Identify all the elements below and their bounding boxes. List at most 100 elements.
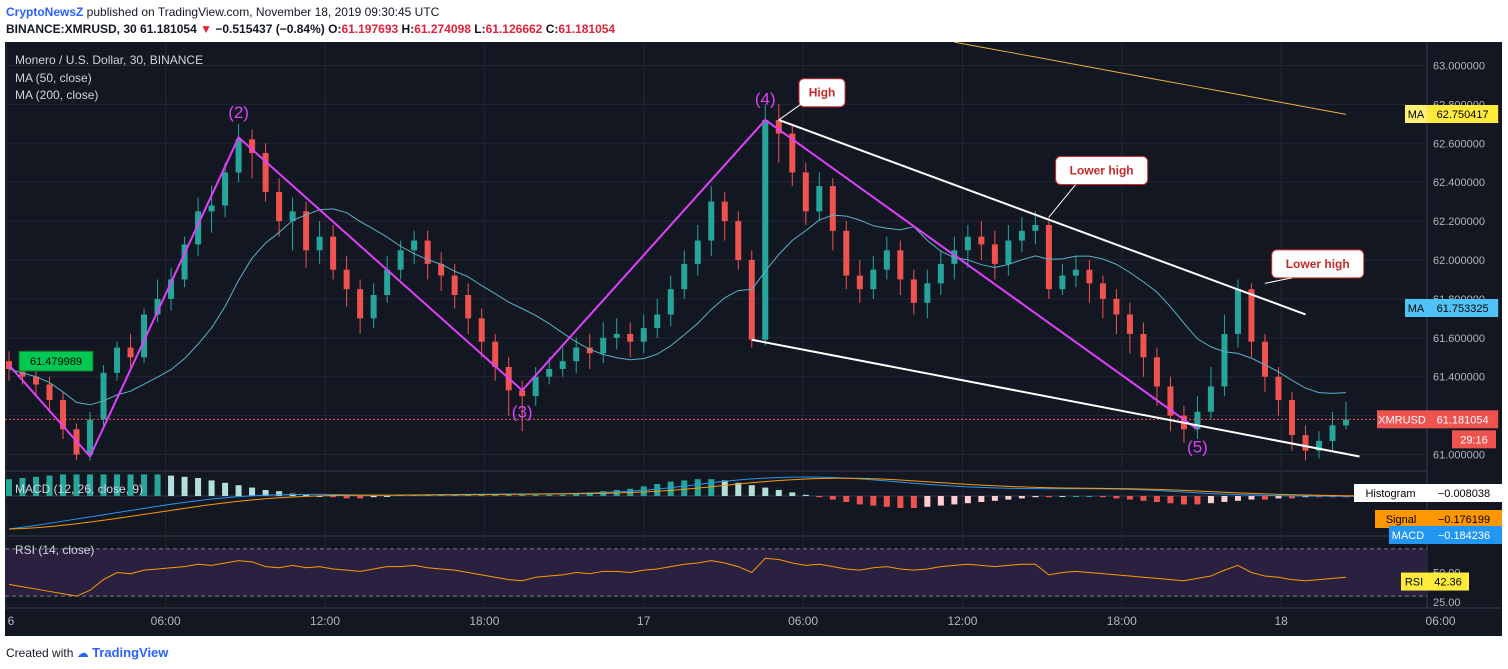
candle-body [816,186,823,212]
macd-histogram-bar [168,475,175,496]
macd-histogram-bar [1221,496,1228,502]
macd-badge: MACD −0.184236 [1389,526,1502,544]
candle-body [694,240,701,264]
candle-body [424,240,431,264]
candle-body [654,314,661,329]
macd-histogram-bar [762,487,769,496]
candle-body [978,236,985,245]
rsi-tick-label: 25.00 [1433,597,1461,609]
macd-histogram-bar [1194,496,1201,505]
candle-body [1248,289,1255,342]
macd-histogram-bar [1234,496,1241,501]
macd-title: MACD (12, 26, close, 9) [15,482,143,496]
macd-histogram-bar [708,479,715,496]
candle-body [519,390,526,397]
time-tick-label: 17 [637,614,651,628]
macd-histogram-bar [1113,496,1120,499]
macd-histogram-bar [802,494,809,496]
rsi-title: RSI (14, close) [15,543,94,557]
price-badge-value-bg [1427,105,1499,124]
candle-body [262,153,269,192]
price-tick-label: 62.000000 [1433,255,1485,267]
macd-histogram-bar [100,474,107,496]
time-tick-label: 18:00 [469,614,499,628]
left-price-badge [18,350,94,372]
callout-box [798,78,846,108]
candle-body [681,263,688,290]
candle-body [1099,283,1106,299]
candle-body [222,172,229,206]
candle-body [870,269,877,290]
macd-histogram-bar [667,481,674,496]
candle-body [1275,376,1282,401]
candle-body [357,289,364,319]
macd-histogram-bar [843,496,850,502]
callout-text: Lower high [1286,257,1350,271]
macd-histogram-bar [883,496,890,507]
price-chart[interactable]: 6 06:00 12:00 18:00 17 06:00 12:00 18:00 18 06:00… [5,41,1502,636]
close-label: C: [545,22,559,36]
macd-histogram-bar [478,494,485,496]
callout-bubble: Lower high [1055,156,1149,186]
candle-body [802,172,809,212]
price-badge-value-bg [1452,430,1496,449]
candle-body [897,250,904,280]
price-badge-label: MA [1408,303,1425,315]
candle-body [748,260,755,340]
footer: Created with ☁ TradingView [0,636,1508,669]
macd-histogram-bar [1072,496,1079,497]
price-badge-value: 62.750417 [1437,109,1489,121]
candle-body [1167,386,1174,416]
candle-body [168,279,175,299]
candle-body [937,263,944,284]
candle-body [33,376,40,385]
tradingview-logo-icon: ☁ [76,646,89,660]
candle-body [87,419,94,455]
candle-body [330,236,337,270]
macd-histogram-bar [532,494,539,496]
macd-badge-value: −0.176199 [1438,514,1490,526]
candle-body [1005,240,1012,264]
publisher-name[interactable]: CryptoNewsZ [6,5,84,19]
macd-histogram-bar [1032,496,1039,498]
wave-label: (4) [755,89,776,108]
candle-body [127,347,134,358]
callout-pointer [1048,184,1077,218]
time-tick-label: 12:00 [947,614,977,628]
macd-histogram-bar [735,482,742,496]
candle-body [384,269,391,296]
chart-area[interactable]: 6 06:00 12:00 18:00 17 06:00 12:00 18:00 18 06:00… [5,41,1502,636]
candle-body [316,236,323,251]
macd-histogram-bar [195,478,202,496]
price-badge: 29:16 [1452,430,1496,449]
macd-histogram-bar [640,486,647,496]
candle-body [303,211,310,251]
macd-histogram-bar [1086,496,1093,497]
candle-body [100,372,107,420]
candle-body [1032,224,1039,231]
macd-histogram-bar [721,480,728,496]
macd-badge-label: Histogram [1365,488,1415,500]
macd-histogram-bar [654,484,661,496]
macd-histogram-bar [816,496,823,498]
callout-pointer [1264,277,1292,284]
macd-histogram-bar [1018,496,1025,499]
macd-histogram-bar [249,487,256,496]
price-badge-value-bg [1427,410,1499,429]
price-tick-label: 62.200000 [1433,216,1485,228]
candle-body [991,244,998,264]
price-tick-label: 63.000000 [1433,60,1485,72]
publish-line: CryptoNewsZ published on TradingView.com… [6,4,439,20]
macd-histogram-bar [1248,496,1255,500]
time-tick-label: 06:00 [1426,614,1456,628]
down-arrow-icon: ▼ [200,22,212,36]
candle-body [721,201,728,222]
candle-body [559,361,566,369]
macd-badge-value-bg [1427,510,1502,528]
macd-badge-value-bg [1427,526,1502,544]
tradingview-brand[interactable]: TradingView [92,645,169,660]
macd-histogram-bar [1207,496,1214,504]
macd-histogram-bar [330,496,337,498]
time-tick-label: 06:00 [788,614,818,628]
open-value: 61.197693 [341,22,399,36]
